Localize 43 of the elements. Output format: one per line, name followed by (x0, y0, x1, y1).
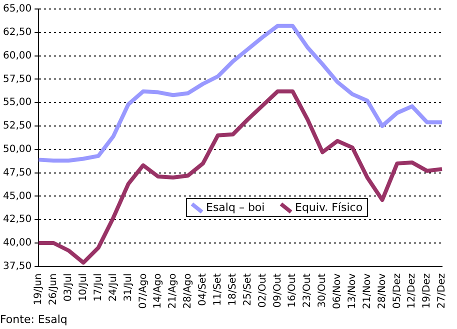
x-tick-label: 27/Dez (436, 273, 448, 309)
y-tick-label: 42,50 (2, 214, 32, 226)
y-tick-label: 60,00 (2, 50, 32, 62)
y-tick-label: 55,00 (2, 97, 32, 108)
x-tick-label: 26/Jun (48, 273, 60, 306)
x-tick-label: 02/Out (257, 273, 268, 308)
y-tick-label: 52,50 (2, 120, 32, 132)
x-tick-label: 14/Ago (152, 273, 164, 309)
x-tick-label: 12/Dez (406, 273, 418, 309)
y-tick-label: 62,50 (2, 26, 32, 38)
x-tick-label: 19/Dez (422, 273, 433, 309)
x-tick-label: 10/Jul (78, 273, 90, 302)
x-tick-label: 17/Jul (92, 273, 104, 302)
x-tick-label: 23/Out (302, 273, 314, 308)
x-tick-label: 21/Ago (168, 273, 179, 309)
source-note: Fonte: Esalq (0, 313, 68, 326)
legend-label: Esalq – boi (206, 201, 265, 214)
x-tick-label: 25/Set (242, 273, 254, 306)
y-tick-label: 50,00 (2, 144, 32, 155)
y-tick-label: 37,50 (2, 260, 32, 272)
x-tick-label: 05/Dez (392, 273, 403, 309)
x-tick-label: 04/Set (198, 273, 209, 306)
x-tick-label: 28/Nov (376, 273, 388, 310)
y-tick-label: 45,00 (2, 190, 32, 202)
x-tick-label: 11/Set (212, 273, 224, 306)
x-tick-label: 30/Out (317, 273, 328, 308)
x-tick-label: 09/Out (272, 273, 284, 308)
y-tick-label: 65,00 (2, 4, 32, 15)
y-tick-label: 57,50 (2, 74, 32, 85)
y-tick-label: 40,00 (2, 238, 32, 249)
x-tick-label: 16/Out (287, 273, 298, 308)
x-tick-label: 24/Jul (108, 273, 119, 302)
x-tick-label: 18/Set (227, 273, 238, 306)
x-tick-label: 19/Jun (33, 273, 44, 306)
x-tick-label: 07/Ago (138, 273, 149, 309)
legend-label: Equiv. Físico (295, 201, 363, 214)
x-tick-label: 03/Jul (63, 273, 74, 302)
x-tick-label: 28/Ago (182, 273, 194, 309)
x-tick-label: 21/Nov (362, 273, 373, 310)
x-tick-label: 13/Nov (346, 273, 358, 310)
x-tick-label: 06/Nov (332, 273, 344, 310)
x-tick-label: 31/Jul (122, 273, 134, 302)
y-tick-label: 47,50 (2, 167, 32, 178)
